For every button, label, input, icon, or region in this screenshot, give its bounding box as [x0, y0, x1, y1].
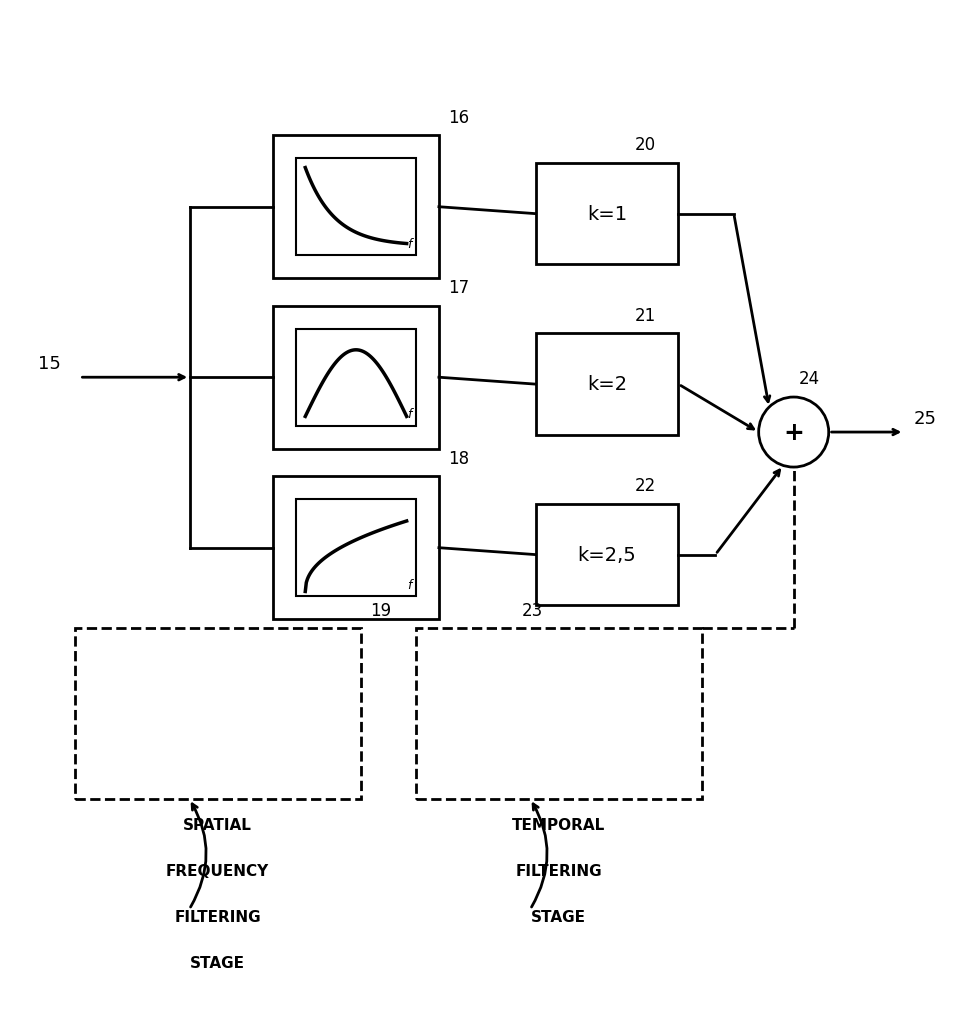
Text: 17: 17: [448, 279, 469, 297]
Text: 25: 25: [914, 410, 937, 428]
Text: 20: 20: [635, 136, 656, 154]
Text: 22: 22: [635, 477, 656, 495]
Text: STAGE: STAGE: [532, 910, 586, 924]
FancyBboxPatch shape: [296, 329, 416, 426]
Text: k=2: k=2: [587, 375, 627, 394]
Text: 21: 21: [635, 307, 656, 324]
Text: 15: 15: [38, 355, 61, 373]
Text: 16: 16: [448, 109, 469, 126]
Text: STAGE: STAGE: [190, 955, 246, 971]
Text: k=1: k=1: [587, 204, 627, 224]
FancyBboxPatch shape: [535, 334, 679, 435]
Text: 23: 23: [522, 601, 543, 620]
Text: 19: 19: [370, 601, 391, 620]
Text: f: f: [407, 579, 411, 592]
Text: SPATIAL: SPATIAL: [184, 817, 252, 832]
Text: FILTERING: FILTERING: [174, 910, 261, 924]
FancyBboxPatch shape: [75, 629, 360, 799]
Text: k=2,5: k=2,5: [577, 545, 637, 565]
Text: 24: 24: [798, 370, 819, 388]
Text: f: f: [407, 238, 411, 251]
FancyBboxPatch shape: [416, 629, 702, 799]
Text: +: +: [783, 421, 804, 444]
Circle shape: [759, 398, 829, 467]
FancyBboxPatch shape: [273, 136, 439, 279]
FancyBboxPatch shape: [296, 499, 416, 597]
FancyBboxPatch shape: [535, 505, 679, 605]
Text: TEMPORAL: TEMPORAL: [512, 817, 605, 832]
FancyBboxPatch shape: [273, 477, 439, 620]
FancyBboxPatch shape: [273, 307, 439, 449]
Text: f: f: [407, 408, 411, 422]
FancyBboxPatch shape: [535, 164, 679, 265]
FancyBboxPatch shape: [296, 159, 416, 256]
Text: 18: 18: [448, 450, 469, 467]
Text: FREQUENCY: FREQUENCY: [166, 863, 270, 879]
Text: FILTERING: FILTERING: [515, 863, 602, 879]
